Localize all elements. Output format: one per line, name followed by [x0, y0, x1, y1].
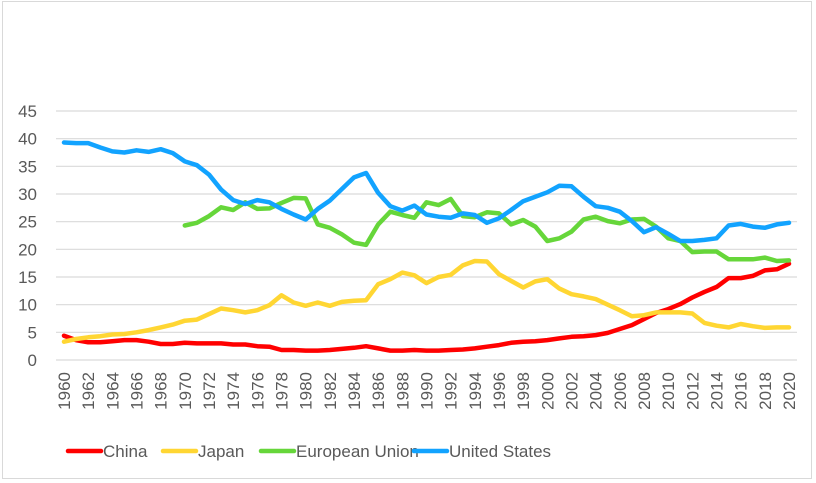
x-tick-label: 2004 — [587, 372, 606, 410]
y-tick-label: 5 — [28, 323, 37, 342]
series-line-european-union — [182, 195, 792, 264]
x-tick-label: 1996 — [490, 372, 509, 410]
series-line-china — [61, 261, 792, 353]
legend-item-european-union: European Union — [258, 442, 419, 461]
x-tick-label: 1994 — [466, 372, 485, 410]
x-tick-label: 2014 — [708, 372, 727, 410]
legend-item-united-states: United States — [411, 442, 551, 461]
y-tick-label: 30 — [18, 185, 37, 204]
x-tick-label: 1970 — [176, 372, 195, 410]
legend-label: European Union — [296, 442, 419, 461]
x-tick-label: 1976 — [248, 372, 267, 410]
x-tick-label: 2012 — [683, 372, 702, 410]
x-tick-label: 1978 — [273, 372, 292, 410]
x-tick-label: 2006 — [611, 372, 630, 410]
y-tick-label: 20 — [18, 240, 37, 259]
y-tick-label: 35 — [18, 157, 37, 176]
legend-item-japan: Japan — [160, 442, 244, 461]
y-tick-label: 40 — [18, 130, 37, 149]
x-tick-label: 2000 — [538, 372, 557, 410]
x-tick-label: 1992 — [442, 372, 461, 410]
x-tick-label: 2002 — [563, 372, 582, 410]
x-tick-label: 1962 — [79, 372, 98, 410]
x-tick-label: 1986 — [369, 372, 388, 410]
x-tick-label: 1960 — [55, 372, 74, 410]
x-tick-label: 1980 — [297, 372, 316, 410]
legend-item-china: China — [65, 442, 148, 461]
x-tick-label: 2010 — [659, 372, 678, 410]
x-tick-label: 1982 — [321, 372, 340, 410]
x-tick-label: 1972 — [200, 372, 219, 410]
x-tick-label: 1984 — [345, 372, 364, 410]
series-line-united-states — [61, 140, 792, 244]
x-axis-tick-labels: 1960 1962 1964 1966 1968 1970 1972 1974 1976 1978… — [55, 372, 799, 410]
y-tick-label: 25 — [18, 213, 37, 232]
legend: China Japan European Union United States — [65, 442, 551, 461]
series-lines — [61, 140, 792, 353]
y-axis-tick-labels: 0 5 10 15 20 25 30 35 40 45 — [18, 102, 37, 370]
series-line-japan — [61, 258, 792, 344]
x-tick-label: 1968 — [152, 372, 171, 410]
x-tick-label: 1966 — [128, 372, 147, 410]
y-tick-label: 10 — [18, 296, 37, 315]
legend-label: Japan — [198, 442, 244, 461]
x-tick-label: 2016 — [732, 372, 751, 410]
x-tick-label: 2018 — [756, 372, 775, 410]
y-tick-label: 45 — [18, 102, 37, 121]
y-tick-label: 15 — [18, 268, 37, 287]
y-tick-label: 0 — [28, 351, 37, 370]
legend-label: China — [103, 442, 148, 461]
x-tick-label: 1998 — [514, 372, 533, 410]
x-tick-label: 2020 — [780, 372, 799, 410]
x-tick-label: 2008 — [635, 372, 654, 410]
legend-label: United States — [449, 442, 551, 461]
gridlines — [56, 110, 797, 361]
x-tick-label: 1990 — [418, 372, 437, 410]
x-tick-label: 1964 — [103, 372, 122, 410]
x-tick-label: 1988 — [393, 372, 412, 410]
x-tick-label: 1974 — [224, 372, 243, 410]
